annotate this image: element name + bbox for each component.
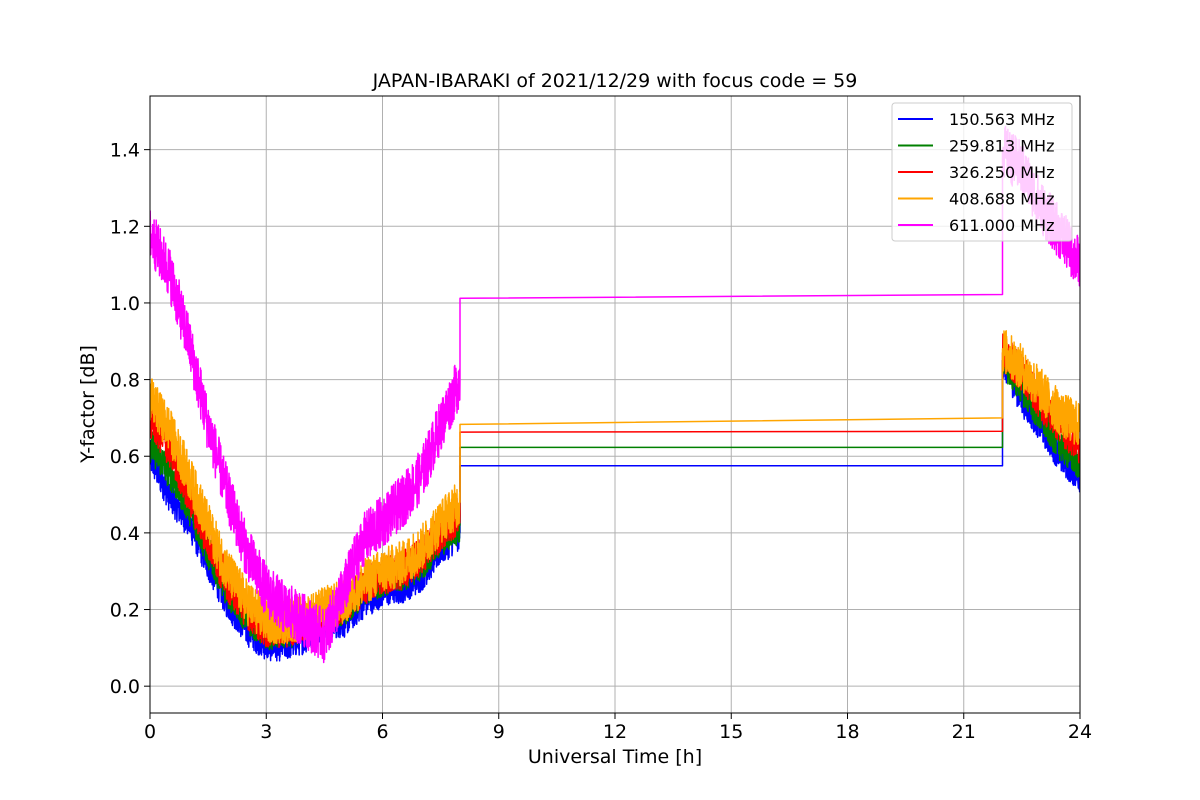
x-axis-label: Universal Time [h] [528, 746, 702, 768]
x-tick-label: 3 [260, 721, 272, 743]
legend: 150.563 MHz 259.813 MHz 326.250 MHz 408.688… [891, 102, 1073, 242]
legend-label: 611.000 MHz [949, 216, 1054, 235]
legend-label: 259.813 MHz [949, 137, 1054, 156]
legend-label: 408.688 MHz [949, 190, 1054, 209]
y-axis-label: Y-factor [dB] [77, 345, 99, 464]
x-tick-label: 18 [835, 721, 859, 743]
y-tick-label: 1.4 [110, 140, 140, 162]
x-tick-label: 24 [1068, 721, 1092, 743]
x-tick-label: 21 [952, 721, 976, 743]
x-tick-label: 9 [493, 721, 505, 743]
x-tick-label: 12 [603, 721, 627, 743]
axis-ticks: 0 3 6 9 12 15 18 21 24 0.0 0.2 0.4 0.6 0.8 1.0 1.2 1.4 [110, 140, 1092, 743]
y-tick-label: 0.6 [110, 446, 140, 468]
y-tick-label: 0.4 [110, 523, 140, 545]
y-tick-label: 0.0 [110, 676, 140, 698]
x-tick-label: 15 [719, 721, 743, 743]
legend-label: 150.563 MHz [949, 110, 1054, 129]
y-tick-label: 0.8 [110, 370, 140, 392]
legend-box [891, 102, 1073, 242]
y-tick-label: 1.2 [110, 216, 140, 238]
x-tick-label: 6 [376, 721, 388, 743]
y-tick-label: 0.2 [110, 600, 140, 622]
legend-label: 326.250 MHz [949, 163, 1054, 182]
y-tick-label: 1.0 [110, 293, 140, 315]
x-tick-label: 0 [144, 721, 156, 743]
chart-title: JAPAN-IBARAKI of 2021/12/29 with focus c… [372, 70, 858, 92]
